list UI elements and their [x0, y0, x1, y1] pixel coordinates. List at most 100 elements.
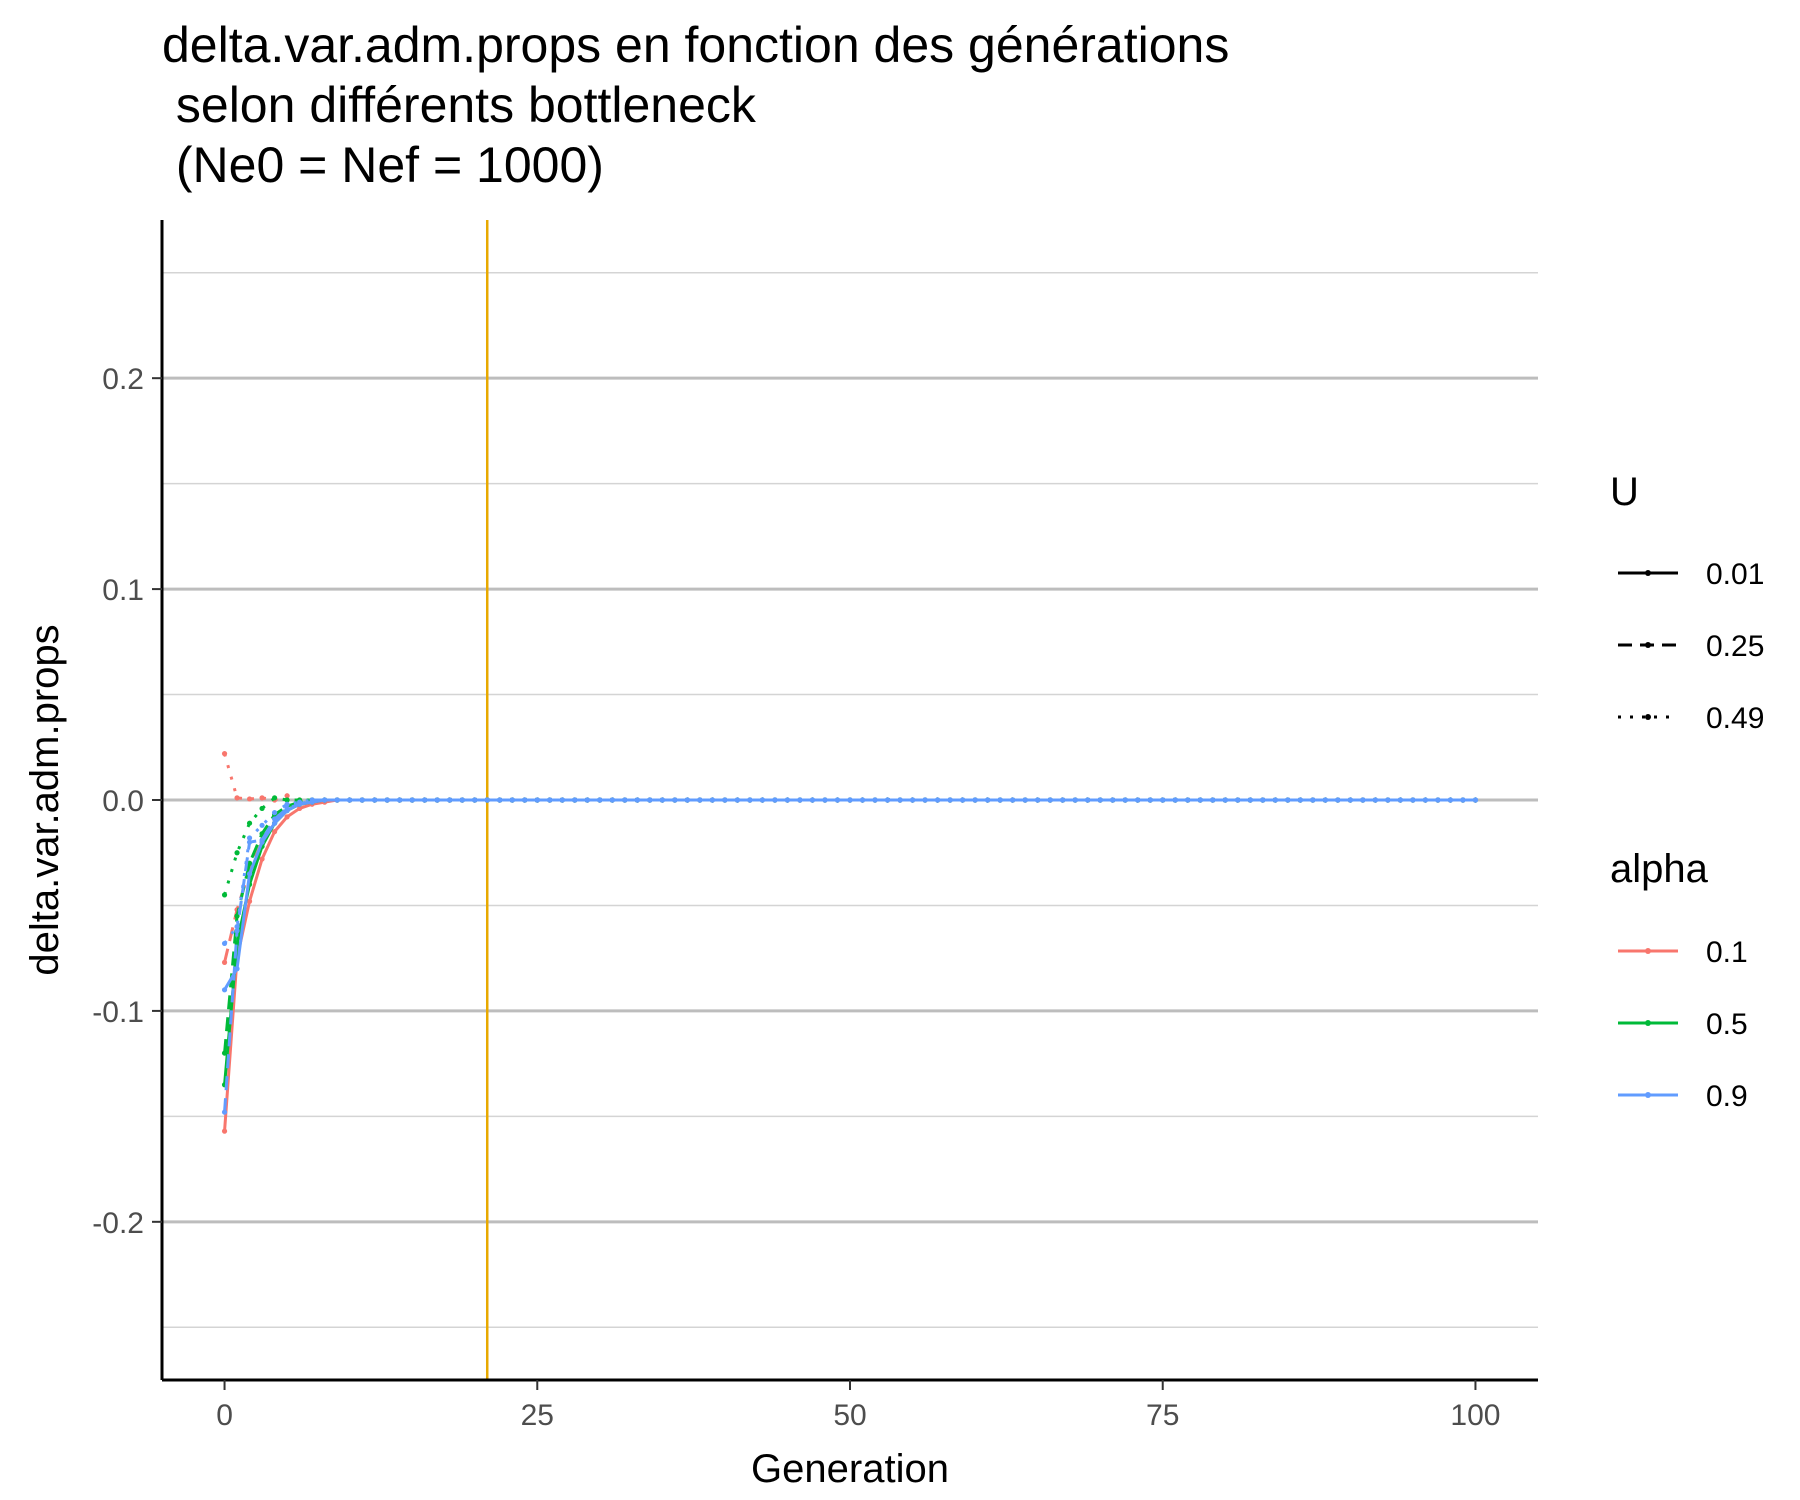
data-point: [697, 797, 703, 803]
data-point: [509, 797, 515, 803]
data-point: [497, 797, 503, 803]
data-point: [234, 928, 240, 934]
data-point: [1010, 797, 1016, 803]
series-points-alpha-0.1-u-0.01: [221, 797, 1479, 1134]
data-point: [1447, 797, 1454, 803]
data-point: [547, 797, 553, 803]
legend-key-dot: [1645, 948, 1651, 954]
legend-title-u: U: [1610, 470, 1639, 514]
data-point: [1372, 797, 1378, 803]
series-line-alpha-0.5-u-0.01: [223, 798, 1476, 1085]
data-point: [347, 797, 353, 803]
chart-title: delta.var.adm.props en fonction des géné…: [162, 17, 1229, 193]
data-point: [234, 850, 240, 856]
x-axis-title: Generation: [751, 1447, 949, 1491]
data-point: [1072, 797, 1078, 803]
data-point: [246, 839, 253, 845]
data-point: [634, 797, 640, 803]
legend-key-dot: [1645, 714, 1651, 720]
data-point: [822, 797, 828, 803]
data-point: [1172, 797, 1178, 803]
data-point: [959, 797, 966, 803]
series-line-alpha-0.1-u-0.49: [223, 753, 1476, 802]
data-point: [246, 820, 253, 826]
data-point: [534, 797, 540, 803]
data-point: [1435, 797, 1441, 803]
data-point: [1097, 797, 1103, 803]
title-line-3: (Ne0 = Nef = 1000): [162, 137, 604, 193]
data-point: [1247, 797, 1253, 803]
y-tick-label-4: 0.2: [102, 363, 144, 396]
data-point: [271, 810, 278, 816]
data-point: [221, 940, 228, 947]
data-point: [434, 797, 440, 803]
data-point: [259, 822, 265, 828]
data-point: [622, 797, 628, 803]
data-point: [834, 797, 841, 803]
legend-label-alpha-0.5: 0.5: [1706, 1008, 1748, 1041]
legend-linetype-entries: 0.01 0.25 0.49: [1618, 558, 1764, 735]
data-point: [609, 797, 615, 803]
data-point: [284, 797, 290, 803]
data-point: [985, 797, 991, 803]
data-point: [709, 797, 716, 803]
data-point: [297, 799, 303, 805]
data-point: [359, 797, 365, 803]
legend-key-dot: [1645, 570, 1651, 576]
title-line-2: selon différents bottleneck: [162, 77, 757, 133]
y-axis-title: delta.var.adm.props: [23, 624, 67, 975]
data-point: [1197, 797, 1203, 803]
data-point: [1397, 797, 1403, 803]
data-point: [271, 829, 278, 835]
data-point: [1322, 797, 1328, 803]
data-point: [246, 898, 253, 904]
data-point: [759, 797, 766, 803]
legend-key-dot: [1645, 1092, 1651, 1098]
data-point: [1110, 797, 1116, 803]
data-point: [1385, 797, 1391, 803]
data-point: [246, 835, 253, 841]
data-point: [647, 797, 653, 803]
data-point: [372, 797, 378, 803]
y-tick-label-0: -0.2: [92, 1207, 144, 1240]
data-point: [221, 1050, 228, 1056]
series-line-alpha-0.9-u-0.01: [223, 798, 1476, 991]
legend-label-u-0.25: 0.25: [1706, 630, 1764, 663]
data-point: [522, 797, 528, 803]
series-line-alpha-0.5-u-0.49: [223, 796, 1476, 896]
series-points-alpha-0.9-u-0.01: [221, 797, 1479, 993]
data-point: [1335, 797, 1341, 803]
series-line-alpha-0.1-u-0.25: [223, 798, 1476, 963]
data-point: [872, 797, 878, 803]
data-point: [234, 795, 240, 801]
data-point: [659, 797, 665, 803]
x-tick-label-4: 100: [1450, 1399, 1500, 1432]
x-tick-label-0: 0: [216, 1399, 233, 1432]
legend-label-alpha-0.1: 0.1: [1706, 936, 1748, 969]
data-point: [784, 797, 791, 803]
series-line-alpha-0.9-u-0.49: [223, 798, 1476, 945]
data-point: [672, 797, 678, 803]
data-point: [734, 797, 741, 803]
data-point: [1085, 797, 1091, 803]
data-point: [284, 801, 290, 807]
data-point: [1297, 797, 1303, 803]
data-point: [1272, 797, 1278, 803]
legend-label-u-0.01: 0.01: [1706, 558, 1764, 591]
data-point: [584, 797, 590, 803]
x-ticks: 0 25 50 75 100: [216, 1380, 1500, 1432]
data-point: [246, 796, 253, 802]
data-point: [1347, 797, 1353, 803]
data-point: [259, 856, 265, 862]
series-line-alpha-0.5-u-0.25: [223, 798, 1476, 1054]
data-point: [1047, 797, 1053, 803]
data-point: [572, 797, 578, 803]
legend-key-dot: [1645, 1020, 1651, 1026]
data-point: [334, 797, 340, 803]
data-point: [1360, 797, 1366, 803]
data-point: [397, 797, 403, 803]
data-point: [897, 797, 903, 803]
data-point: [722, 797, 728, 803]
data-point: [1060, 797, 1066, 803]
